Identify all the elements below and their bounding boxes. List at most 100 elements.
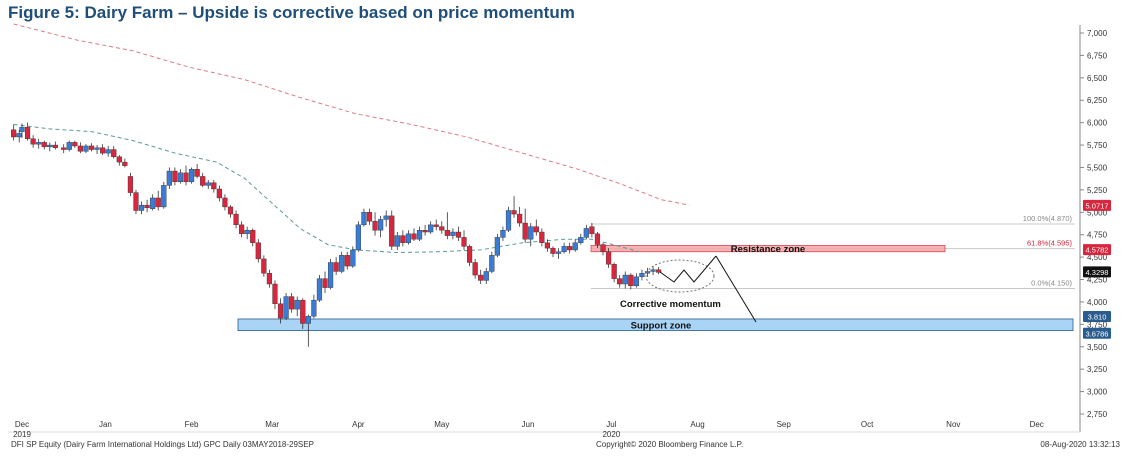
candle-body xyxy=(522,222,528,240)
fib-label: 100.0%(4.870) xyxy=(1023,214,1073,223)
candle-body xyxy=(622,274,628,285)
candle-body xyxy=(194,169,200,177)
y-tick-label: 6,000 xyxy=(1087,119,1108,128)
candle-body xyxy=(517,213,523,224)
candle-body xyxy=(483,271,489,281)
candle-body xyxy=(389,215,395,247)
candle-body xyxy=(116,156,122,163)
projection-path xyxy=(659,255,717,283)
candle-body xyxy=(555,251,562,254)
candle-body xyxy=(250,230,256,243)
candle-body xyxy=(572,242,578,251)
resistance-zone xyxy=(590,245,946,253)
candle-body xyxy=(266,273,273,285)
candle-body xyxy=(161,185,167,208)
candle-body xyxy=(52,144,58,148)
candle-body xyxy=(500,230,506,238)
price-tag-box xyxy=(1083,199,1111,211)
moving-average-short xyxy=(13,123,640,254)
candle-body xyxy=(639,273,645,278)
y-tick-label: 5,750 xyxy=(1087,141,1108,150)
candle-body xyxy=(105,149,111,154)
candle-body xyxy=(19,126,25,132)
candle-body xyxy=(455,231,462,238)
candle-body xyxy=(61,147,67,150)
candle-body xyxy=(24,126,31,139)
candle-body xyxy=(650,269,656,272)
support-zone-label: Support zone xyxy=(631,320,692,331)
candle-body xyxy=(578,237,584,243)
candle-body xyxy=(216,188,222,199)
candle-body xyxy=(461,237,467,247)
candle-body xyxy=(433,224,439,227)
x-tick-label: May xyxy=(434,420,449,429)
price-tag-box xyxy=(1083,266,1111,278)
y-tick-label: 6,750 xyxy=(1087,51,1108,60)
candle-body xyxy=(244,230,250,235)
candle-body xyxy=(283,296,289,319)
candle-body xyxy=(72,142,78,147)
candle-body xyxy=(600,244,606,252)
figure-title: Figure 5: Dairy Farm – Upside is correct… xyxy=(8,3,575,22)
candle-body xyxy=(150,197,156,209)
footer-copyright: Copyright© 2020 Bloomberg Finance L.P. xyxy=(596,440,744,449)
candle-body xyxy=(133,192,139,211)
candle-body xyxy=(561,246,567,252)
candle-body xyxy=(122,161,128,166)
fib-label: 61.8%(4.595) xyxy=(1027,239,1073,248)
y-tick-label: 5,500 xyxy=(1087,163,1108,172)
candle-body xyxy=(489,255,495,272)
candle-body xyxy=(183,172,189,183)
candle-body xyxy=(366,212,373,222)
annotation-ellipse xyxy=(645,259,715,293)
candle-body xyxy=(11,129,17,138)
candle-body xyxy=(144,204,150,209)
candle-body xyxy=(617,278,623,285)
x-tick-label: Jul xyxy=(606,420,616,429)
candle-body xyxy=(372,221,378,231)
candle-body xyxy=(539,231,545,243)
y-tick-label: 5,000 xyxy=(1087,208,1108,217)
candle-body xyxy=(411,233,417,240)
candle-body xyxy=(583,228,589,238)
candle-body xyxy=(305,316,311,324)
candle-body xyxy=(628,274,634,287)
candle-body xyxy=(138,204,145,211)
x-tick-label: Dec xyxy=(1030,420,1044,429)
candle-body xyxy=(378,219,384,231)
y-tick-label: 6,500 xyxy=(1087,74,1108,83)
candle-body xyxy=(494,237,500,256)
x-tick-label: Dec xyxy=(15,420,29,429)
candle-body xyxy=(444,230,450,236)
price-tag-label: 3.6786 xyxy=(1086,329,1109,338)
candle-body xyxy=(478,274,484,281)
candle-body xyxy=(261,258,267,274)
price-tag-label: 3.810 xyxy=(1088,312,1107,321)
candle-body xyxy=(188,169,195,183)
candle-body xyxy=(289,296,295,310)
candle-body xyxy=(400,235,406,243)
candle-body xyxy=(339,255,345,272)
candle-body xyxy=(88,145,95,150)
candle-body xyxy=(550,247,556,254)
x-tick-label: Sep xyxy=(777,420,792,429)
candle-body xyxy=(472,262,478,276)
candle-body xyxy=(311,299,317,317)
y-tick-label: 3,000 xyxy=(1087,388,1108,397)
candle-body xyxy=(36,142,42,145)
candle-body xyxy=(294,299,300,310)
candle-body xyxy=(227,206,234,215)
y-tick-label: 4,500 xyxy=(1087,253,1108,262)
candle-body xyxy=(272,283,278,304)
candle-body xyxy=(172,170,178,183)
footer-security: DFI SP Equity (Dairy Farm International … xyxy=(11,440,314,449)
candle-body xyxy=(322,278,328,288)
candle-body xyxy=(361,212,367,226)
x-tick-label: Nov xyxy=(946,420,960,429)
candle-body xyxy=(589,226,595,235)
candle-body xyxy=(405,233,412,243)
price-tag-label: 5.0717 xyxy=(1086,201,1109,210)
candle-body xyxy=(205,182,211,186)
annotation-label: Corrective momentum xyxy=(620,299,721,310)
candle-body xyxy=(127,176,134,193)
